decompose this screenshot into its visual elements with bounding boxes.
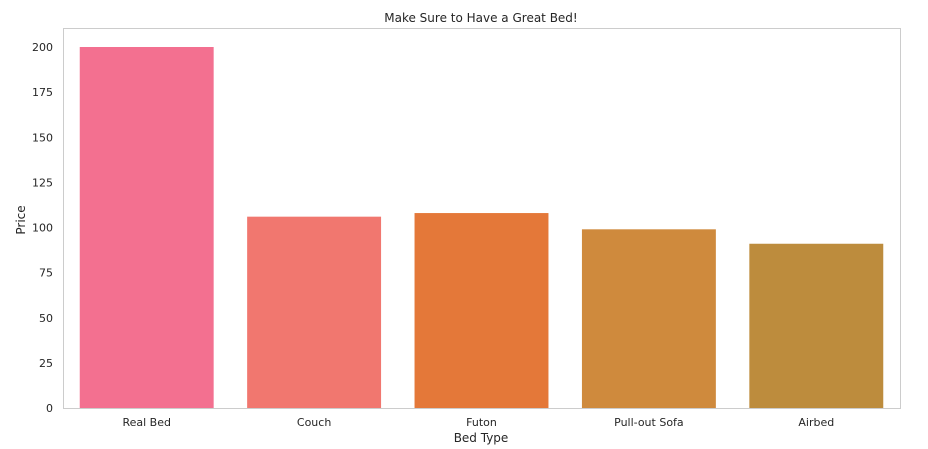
y-tick-label: 125 <box>32 176 53 189</box>
y-tick-label: 150 <box>32 131 53 144</box>
x-tick-labels: Real Bed Couch Futon Pull-out Sofa Airbed <box>122 416 834 429</box>
bar-futon <box>414 213 549 408</box>
x-axis-label: Bed Type <box>454 431 509 445</box>
bar-airbed <box>749 243 884 408</box>
bars-group <box>79 47 884 408</box>
y-tick-label: 75 <box>39 267 53 280</box>
y-axis-label: Price <box>14 205 28 234</box>
y-tick-label: 175 <box>32 86 53 99</box>
plot-frame <box>63 28 901 409</box>
x-tick-label: Pull-out Sofa <box>614 416 684 429</box>
bar-real-bed <box>79 47 214 408</box>
y-tick-label: 0 <box>46 402 53 415</box>
y-tick-label: 50 <box>39 312 53 325</box>
bar-couch <box>247 216 382 408</box>
y-tick-label: 100 <box>32 222 53 235</box>
y-tick-label: 200 <box>32 41 53 54</box>
x-tick-label: Couch <box>297 416 331 429</box>
y-tick-label: 25 <box>39 357 53 370</box>
chart-title: Make Sure to Have a Great Bed! <box>384 11 578 25</box>
x-tick-label: Real Bed <box>122 416 171 429</box>
x-tick-label: Airbed <box>798 416 834 429</box>
x-tick-label: Futon <box>466 416 497 429</box>
y-tick-labels: 0 25 50 75 100 125 150 175 200 <box>32 41 53 415</box>
bar-pull-out-sofa <box>581 229 716 408</box>
